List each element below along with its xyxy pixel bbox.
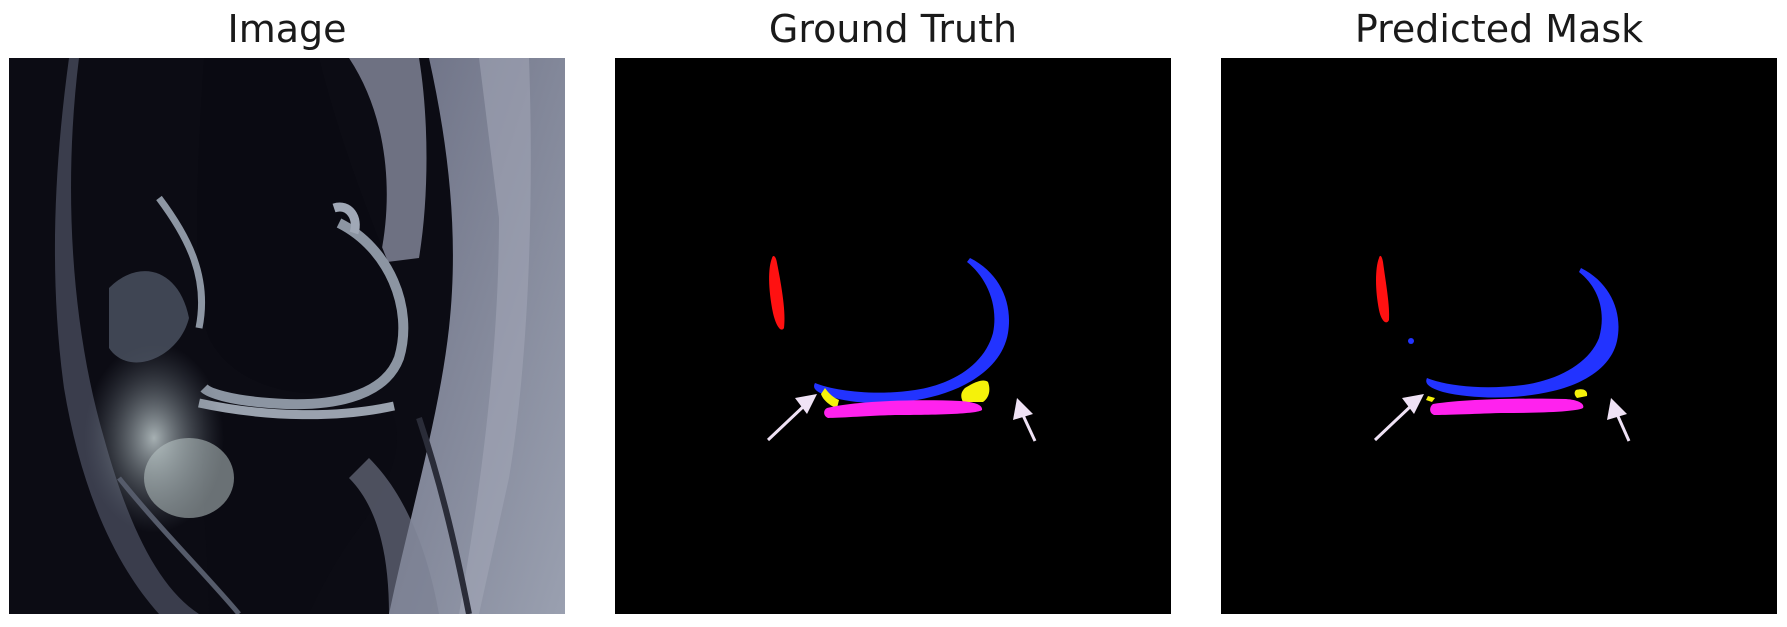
blue-segment <box>814 258 1010 404</box>
ground-truth-graphic <box>615 58 1171 614</box>
predicted-mask <box>1221 58 1777 614</box>
yellow-segment <box>1574 389 1588 398</box>
arrow-icon <box>1607 398 1631 442</box>
panel-title: Image <box>227 7 347 51</box>
yellow-segment <box>961 380 990 402</box>
arrow-icon <box>1373 394 1424 442</box>
arrow-icon <box>1013 398 1037 442</box>
arrow-icon <box>766 394 817 442</box>
yellow-segment <box>821 388 839 408</box>
predicted-mask-graphic <box>1221 58 1777 614</box>
panel-image: Image <box>9 0 565 627</box>
blue-speck <box>1408 338 1414 344</box>
magenta-segment <box>824 400 983 418</box>
magenta-segment <box>1430 398 1584 415</box>
red-segment <box>769 255 785 330</box>
red-segment <box>1376 255 1390 323</box>
mri-scan-graphic <box>9 58 565 614</box>
blue-segment <box>1426 268 1619 398</box>
panel-ground-truth: Ground Truth <box>615 0 1171 627</box>
panel-title: Predicted Mask <box>1354 7 1644 51</box>
ground-truth-mask <box>615 58 1171 614</box>
mri-image <box>9 58 565 614</box>
panel-title: Ground Truth <box>768 7 1018 51</box>
yellow-segment <box>1426 396 1435 402</box>
panel-predicted-mask: Predicted Mask <box>1221 0 1777 627</box>
